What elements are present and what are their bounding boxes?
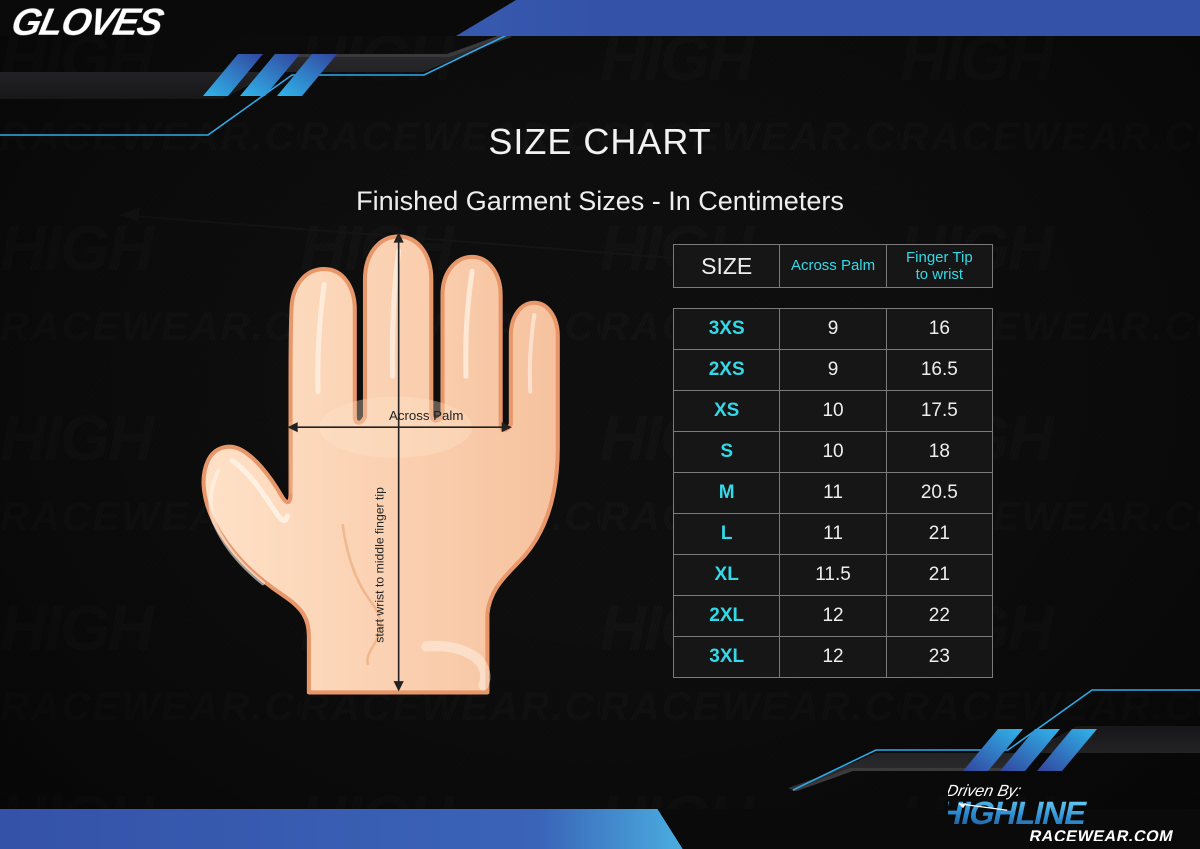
svg-text:start wrist to middle finger t: start wrist to middle finger tip [372,487,386,643]
svg-text:HIGHLINE: HIGHLINE [948,795,1090,832]
svg-text:Across Palm: Across Palm [389,408,463,423]
svg-text:RACEWEAR.COM: RACEWEAR.COM [1028,828,1175,841]
